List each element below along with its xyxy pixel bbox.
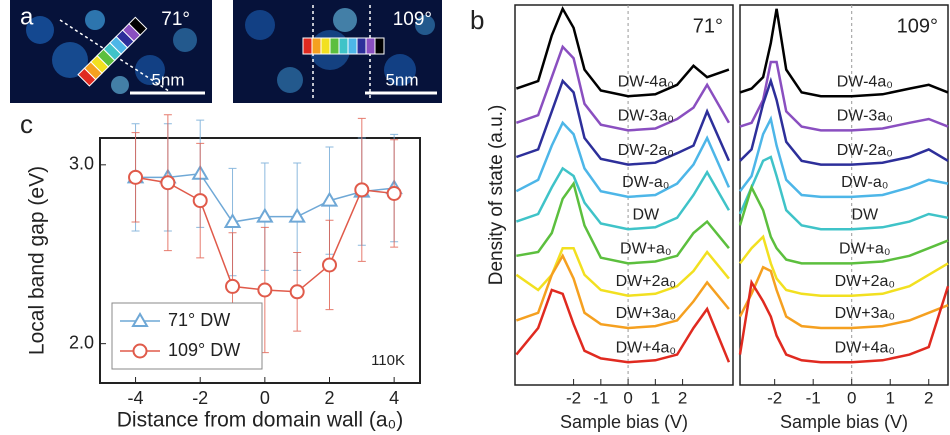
x-tick-label: 4	[389, 388, 399, 408]
curve-label: DW+a₀	[839, 241, 891, 258]
curve-label: DW+2a₀	[835, 273, 895, 290]
curve-label: DW-4a₀	[618, 73, 674, 90]
plot-angle: 71°	[693, 15, 723, 37]
x-tick-label: -2	[192, 388, 208, 408]
panel-label: a	[20, 3, 34, 30]
curve-label: DW-3a₀	[618, 108, 674, 125]
spectrum-line	[740, 157, 948, 229]
y-tick-label: 3.0	[69, 154, 94, 174]
marker	[290, 210, 304, 222]
image-angle: 71°	[161, 9, 190, 30]
y-axis-label: Density of state (a.u.)	[486, 105, 507, 286]
panel-label: c	[20, 109, 33, 139]
x-tick-label: 0	[847, 388, 856, 407]
legend-label: 109° DW	[168, 340, 240, 360]
y-axis-label: Local band gap (eV)	[26, 166, 49, 355]
marker	[291, 285, 304, 298]
x-tick-label: -1	[593, 388, 608, 407]
curve-label: DW+4a₀	[835, 339, 895, 356]
x-tick-label: 2	[678, 388, 687, 407]
plot-angle: 109°	[897, 15, 938, 37]
marker	[388, 187, 401, 200]
x-tick-label: 1	[885, 388, 894, 407]
x-tick-label: -2	[767, 388, 782, 407]
curve-label: DW-2a₀	[837, 142, 893, 159]
annotation: 110K	[371, 352, 405, 369]
marker	[129, 171, 142, 184]
marker	[161, 176, 174, 189]
curve-label: DW-2a₀	[618, 142, 674, 159]
curve-label: DW	[632, 206, 660, 223]
x-tick-label: -1	[806, 388, 821, 407]
marker	[134, 345, 147, 358]
x-tick-label: -2	[566, 388, 581, 407]
x-tick-label: 0	[260, 388, 270, 408]
x-tick-label: 1	[651, 388, 660, 407]
curve-label: DW-4a₀	[837, 73, 893, 90]
marker	[226, 280, 239, 293]
x-tick-label: 0	[623, 388, 632, 407]
x-axis-label: Sample bias (V)	[560, 412, 688, 432]
curve-label: DW-a₀	[622, 174, 669, 191]
x-tick-label: 2	[324, 388, 334, 408]
marker	[355, 183, 368, 196]
curve-label: DW+2a₀	[616, 273, 676, 290]
x-axis-label: Sample bias (V)	[780, 412, 908, 432]
x-axis-label: Distance from domain wall (a₀)	[117, 409, 403, 432]
y-tick-label: 2.0	[69, 332, 94, 352]
figure: a 71° 5nm 109° 5nm b c Density of state …	[0, 0, 950, 435]
scale-label: 5nm	[385, 70, 418, 89]
curve-label: DW-3a₀	[837, 108, 893, 125]
marker	[323, 258, 336, 271]
marker	[258, 284, 271, 297]
x-tick-label: 2	[924, 388, 933, 407]
curve-label: DW	[851, 206, 879, 223]
legend-label: 71° DW	[168, 310, 230, 330]
curve-label: DW+3a₀	[616, 305, 676, 322]
curve-label: DW-a₀	[841, 174, 888, 191]
marker	[194, 194, 207, 207]
x-tick-label: -4	[128, 388, 144, 408]
panel-label: b	[470, 5, 484, 35]
marker	[258, 210, 272, 222]
curve-label: DW+a₀	[620, 241, 672, 258]
page: {"panel_labels":["a","b","c"], "images":…	[0, 0, 950, 435]
scale-label: 5nm	[151, 70, 184, 89]
curve-label: DW+4a₀	[616, 339, 676, 356]
curve-label: DW+3a₀	[835, 305, 895, 322]
image-angle: 109°	[393, 9, 432, 30]
